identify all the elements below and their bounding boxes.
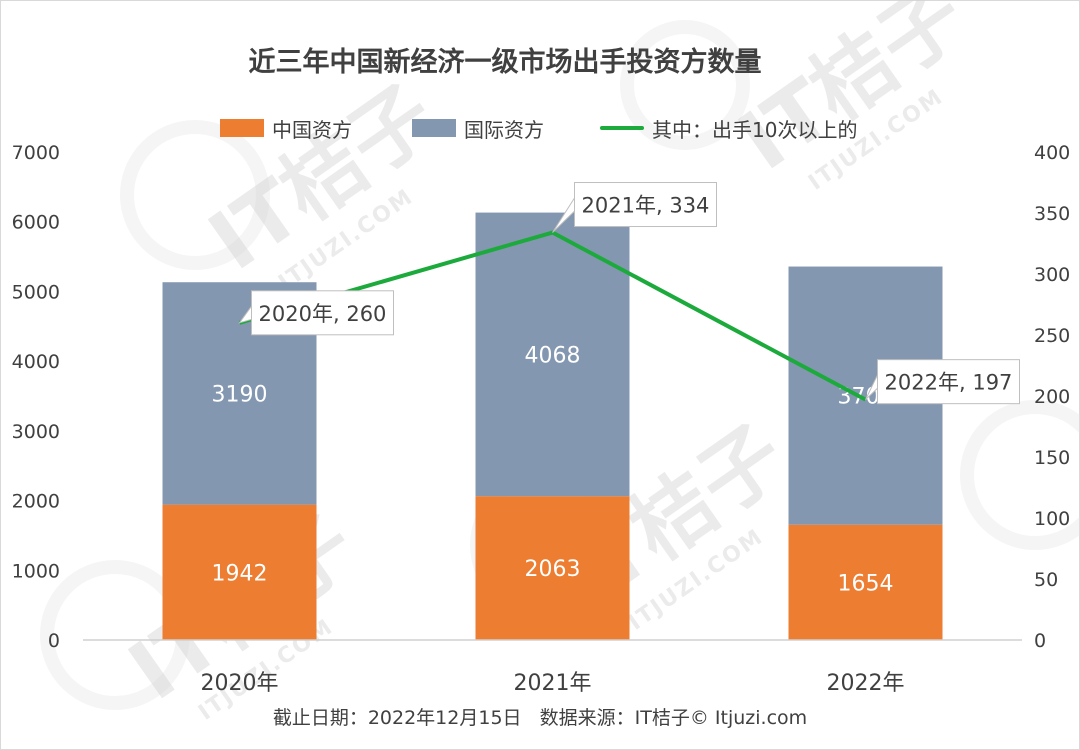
legend-swatch-active-investors — [600, 126, 644, 130]
footer-source: 截止日期：2022年12月15日 数据来源：IT桔子© Itjuzi.com — [272, 707, 808, 729]
y-right-tick-label: 300 — [1034, 264, 1070, 286]
legend-label-international: 国际资方 — [464, 117, 544, 142]
legend-item-active-investors: 其中：出手10次以上的 — [600, 112, 857, 144]
chart-title: 近三年中国新经济一级市场出手投资方数量 — [248, 47, 762, 78]
bar-china — [162, 504, 317, 640]
y-left-tick-label: 6000 — [12, 212, 60, 234]
callout-box — [251, 290, 394, 336]
y-left-tick-label: 4000 — [12, 351, 60, 373]
y-left-tick-label: 1000 — [12, 560, 60, 582]
x-tick-label: 2022年 — [827, 671, 905, 696]
y-right-tick-label: 400 — [1034, 142, 1070, 164]
y-left-tick-label: 5000 — [12, 281, 60, 303]
y-right-tick-label: 100 — [1034, 508, 1070, 530]
bar-china — [475, 496, 630, 640]
y-left-tick-label: 2000 — [12, 491, 60, 513]
chart-legend: 中国资方 国际资方 其中：出手10次以上的 — [0, 112, 1080, 144]
y-right-tick-label: 50 — [1034, 569, 1058, 591]
y-right-tick-label: 250 — [1034, 325, 1070, 347]
callout-box — [574, 182, 717, 228]
legend-label-china: 中国资方 — [272, 117, 352, 142]
bar-label-international: 3190 — [212, 382, 268, 407]
bar-label-international: 4068 — [525, 343, 581, 368]
y-right-tick-label: 150 — [1034, 447, 1070, 469]
legend-item-international: 国际资方 — [412, 112, 544, 144]
legend-swatch-international — [412, 119, 456, 137]
legend-swatch-china — [220, 119, 264, 137]
y-right-tick-label: 350 — [1034, 203, 1070, 225]
bar-label-china: 1942 — [212, 561, 268, 586]
bar-china — [788, 524, 943, 640]
bar-label-china: 1654 — [838, 571, 894, 596]
y-right-tick-label: 0 — [1034, 630, 1046, 652]
x-tick-label: 2020年 — [201, 671, 279, 696]
x-tick-label: 2021年 — [514, 671, 592, 696]
y-left-tick-label: 7000 — [12, 142, 60, 164]
legend-label-active-investors: 其中：出手10次以上的 — [652, 117, 858, 142]
callout-label: 2020年, 260 — [259, 302, 387, 326]
y-left-tick-label: 0 — [48, 630, 60, 652]
legend-item-china: 中国资方 — [220, 112, 352, 144]
bar-label-china: 2063 — [525, 557, 581, 582]
callout-label: 2022年, 197 — [885, 371, 1013, 395]
callout-box — [877, 359, 1020, 405]
callout-label: 2021年, 334 — [582, 194, 710, 218]
y-right-tick-label: 200 — [1034, 386, 1070, 408]
y-left-tick-label: 3000 — [12, 421, 60, 443]
